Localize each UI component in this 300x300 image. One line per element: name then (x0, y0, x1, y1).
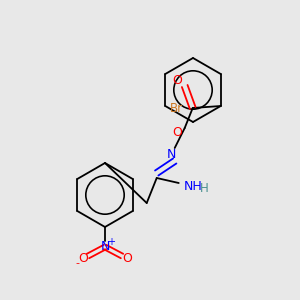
Text: Br: Br (170, 101, 183, 115)
Text: H: H (200, 182, 208, 194)
Text: O: O (122, 253, 132, 266)
Text: O: O (172, 127, 182, 140)
Text: NH: NH (184, 179, 202, 193)
Text: N: N (100, 241, 110, 254)
Text: -: - (75, 258, 79, 268)
Text: N: N (167, 148, 176, 160)
Text: O: O (78, 253, 88, 266)
Text: O: O (172, 74, 182, 86)
Text: +: + (107, 237, 115, 247)
